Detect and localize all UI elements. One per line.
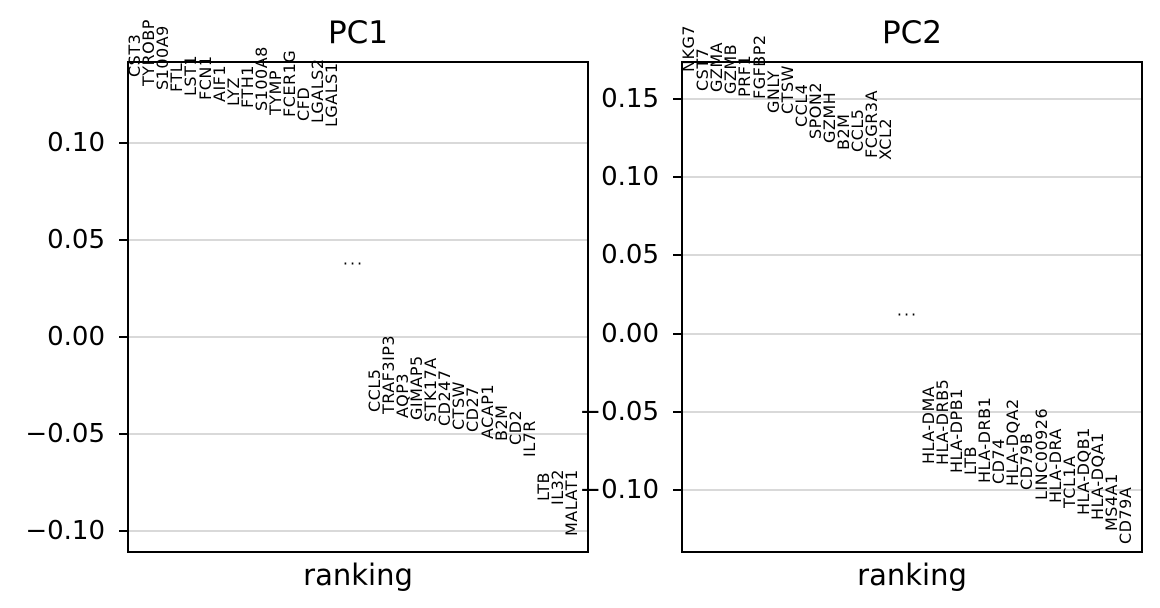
y-tick-mark	[119, 335, 127, 338]
gridline	[683, 97, 1141, 100]
gene-label: XCL2	[876, 117, 896, 160]
gridline	[129, 238, 587, 241]
y-tick-label: 0.05	[601, 240, 659, 271]
gridline	[129, 335, 587, 338]
gridline	[683, 332, 1141, 335]
gridline	[129, 141, 587, 144]
ellipsis-label: ...	[896, 300, 919, 320]
x-axis-label-pc2: ranking	[857, 558, 967, 592]
y-tick-mark	[119, 529, 127, 532]
y-tick-mark	[119, 238, 127, 241]
panel-title-pc2: PC2	[881, 15, 943, 51]
y-tick-label: 0.15	[601, 83, 659, 114]
y-tick-mark	[119, 432, 127, 435]
gridline	[129, 529, 587, 532]
y-tick-mark	[119, 141, 127, 144]
ellipsis-label: ...	[342, 249, 365, 269]
y-tick-label: −0.05	[579, 397, 659, 427]
y-tick-mark	[673, 97, 681, 100]
y-tick-label: −0.05	[25, 418, 105, 449]
y-tick-label: −0.10	[25, 515, 105, 546]
y-tick-label: 0.00	[47, 321, 105, 352]
gridline	[683, 489, 1141, 492]
x-axis-label-pc1: ranking	[303, 558, 413, 592]
gene-label: MALAT1	[562, 469, 582, 537]
gene-label: IL7R	[519, 419, 539, 457]
y-tick-label: −0.10	[579, 475, 659, 506]
gridline	[683, 175, 1141, 178]
gridline	[129, 432, 587, 435]
panel-title-pc1: PC1	[327, 15, 389, 51]
y-tick-mark	[673, 175, 681, 178]
y-tick-mark	[673, 489, 681, 492]
pc2-panel	[681, 61, 1143, 553]
y-tick-mark	[673, 254, 681, 257]
y-tick-label: 0.10	[47, 127, 105, 158]
y-tick-label: 0.05	[47, 224, 105, 255]
y-tick-label: 0.00	[601, 318, 659, 349]
gene-label: LGALS1	[322, 62, 342, 127]
y-tick-mark	[673, 411, 681, 413]
gridline	[683, 254, 1141, 257]
y-tick-mark	[673, 332, 681, 335]
gridline	[683, 411, 1141, 413]
gene-label: CD79A	[1116, 486, 1136, 544]
y-tick-label: 0.10	[601, 161, 659, 192]
